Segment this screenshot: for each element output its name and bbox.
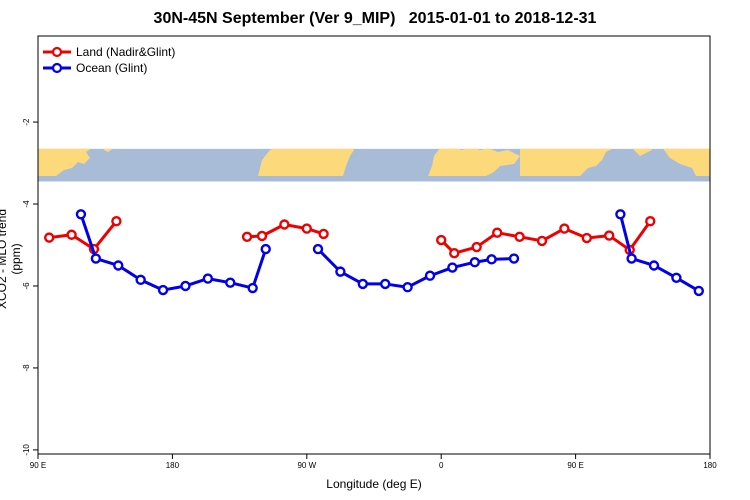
data-point (225, 277, 236, 288)
data-point (536, 235, 548, 247)
x-tick-label: 0 (439, 461, 444, 470)
data-point (90, 253, 102, 264)
data-point (241, 231, 253, 243)
data-point (180, 280, 191, 292)
series-ocean (75, 209, 704, 297)
map-ocean (38, 148, 710, 182)
x-axis-label: Longitude (deg E) (326, 477, 422, 491)
map-landmass (520, 148, 613, 176)
data-point (247, 282, 258, 294)
data-point (44, 232, 55, 243)
data-point (111, 216, 122, 227)
data-point (486, 254, 497, 265)
legend: Land (Nadir&Glint) Ocean (Glint) (42, 44, 175, 76)
data-point (318, 228, 329, 240)
series-line (316, 248, 515, 289)
map-landmass (103, 148, 113, 152)
data-point (335, 266, 346, 277)
y-axis-label: XCO2 - MLO trend (ppm) (0, 208, 23, 310)
legend-item-ocean: Ocean (Glint) (42, 60, 175, 76)
series-line (79, 213, 268, 292)
data-point (626, 253, 637, 264)
series-land (44, 216, 656, 259)
map-landmass (633, 148, 652, 156)
data-point (113, 260, 124, 271)
data-point (492, 227, 503, 238)
data-point (260, 243, 271, 255)
legend-swatch-ocean (43, 62, 71, 74)
data-point (75, 209, 87, 220)
chart-title: 30N-45N September (Ver 9_MIP) 2015-01-01… (153, 10, 597, 27)
data-point (157, 284, 169, 296)
data-point (508, 253, 520, 264)
data-point (312, 243, 324, 255)
x-tick-label: 90 W (297, 461, 316, 470)
y-tick-label: -6 (22, 282, 31, 290)
data-point (436, 234, 447, 246)
data-point (615, 209, 626, 220)
data-point (693, 285, 704, 297)
data-point (357, 278, 368, 290)
data-point (301, 223, 312, 234)
x-tick-label: 90 E (30, 461, 46, 470)
map-landmass (663, 148, 710, 176)
data-point (256, 230, 268, 242)
map-landmass (38, 148, 91, 176)
series-line (49, 220, 118, 251)
world-map-band (38, 148, 710, 182)
x-tick-label: 90 E (567, 461, 583, 470)
x-tick-label: 180 (166, 461, 180, 470)
data-point (279, 219, 290, 230)
legend-label-ocean: Ocean (Glint) (76, 61, 148, 75)
data-point (424, 270, 436, 281)
legend-item-land: Land (Nadir&Glint) (42, 44, 175, 60)
data-point (559, 223, 570, 234)
data-point (66, 229, 77, 240)
x-tick-label: 180 (703, 461, 717, 470)
data-point (514, 231, 525, 243)
y-tick-label: -8 (22, 364, 31, 372)
y-tick-label: -10 (22, 444, 31, 456)
legend-label-land: Land (Nadir&Glint) (76, 45, 176, 59)
data-point (645, 216, 656, 227)
data-point (202, 273, 214, 284)
plot-frame (37, 35, 711, 455)
data-point (581, 232, 592, 244)
y-tick-label: -2 (22, 118, 31, 126)
data-point (402, 282, 413, 293)
map-landmass (428, 148, 520, 176)
data-point (471, 241, 482, 253)
map-landmass (258, 148, 354, 176)
legend-swatch-land (43, 46, 71, 58)
data-point (449, 247, 460, 259)
data-point (380, 278, 391, 290)
data-point (447, 262, 458, 273)
y-tick-label: -4 (22, 200, 31, 208)
data-point (604, 230, 615, 241)
data-point (469, 257, 480, 268)
data-point (648, 260, 660, 271)
data-point (671, 272, 682, 283)
data-point (135, 274, 146, 286)
